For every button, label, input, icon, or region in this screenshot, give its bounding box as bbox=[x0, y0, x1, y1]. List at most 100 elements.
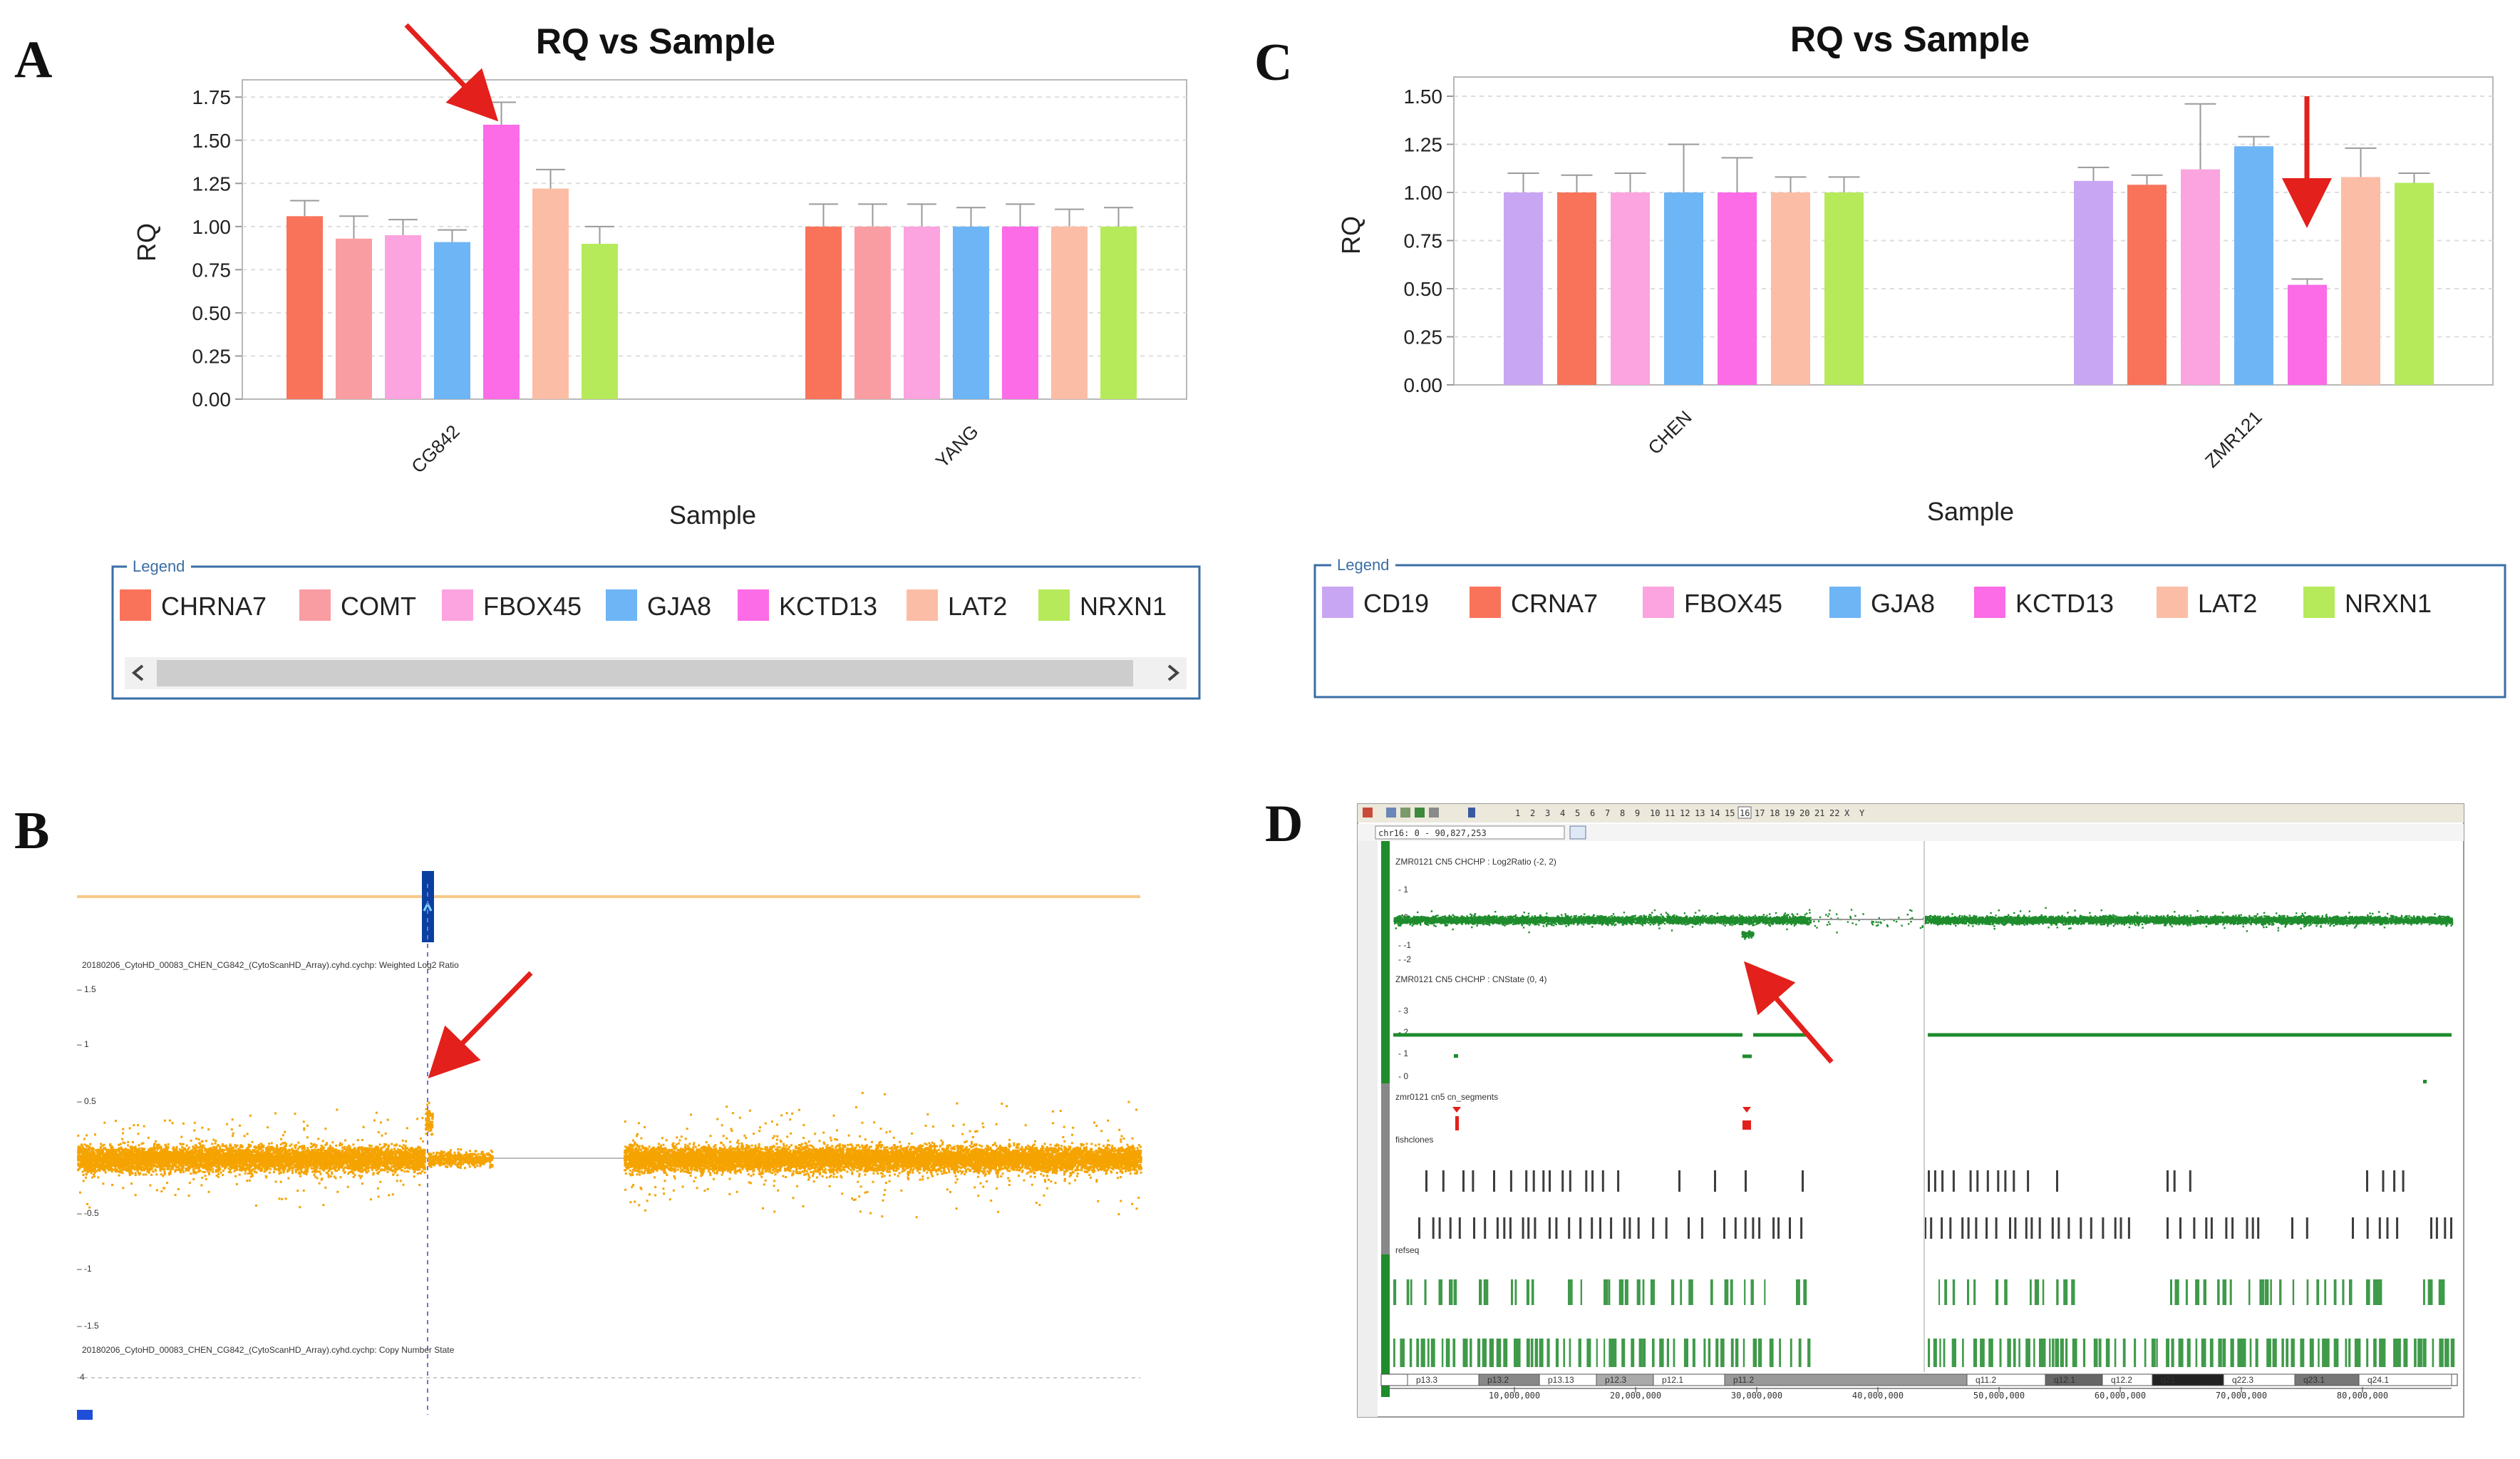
bar-kctd13-zmr121[interactable] bbox=[2288, 284, 2327, 385]
legend-label-cd19[interactable]: CD19 bbox=[1363, 589, 1429, 618]
bar-kctd13-chen[interactable] bbox=[1718, 192, 1757, 385]
bar-kctd13-cg842[interactable] bbox=[483, 124, 520, 399]
panel-d-chrom-Y[interactable]: Y bbox=[1859, 808, 1865, 818]
legend-swatch-nrxn1[interactable] bbox=[2303, 587, 2335, 618]
panel-d-tool-icon[interactable] bbox=[1363, 808, 1373, 818]
panel-b-cn-tick: 4 bbox=[80, 1372, 85, 1382]
legend-label-fbox45[interactable]: FBOX45 bbox=[1684, 589, 1782, 618]
panel-d-chrom-16[interactable]: 16 bbox=[1740, 808, 1750, 818]
legend-swatch-kctd13[interactable] bbox=[1974, 587, 2005, 618]
panel-d-chrom-8[interactable]: 8 bbox=[1620, 808, 1625, 818]
panel-a-scroll-right-icon[interactable] bbox=[1167, 664, 1180, 681]
legend-label-crna7[interactable]: CRNA7 bbox=[1511, 589, 1598, 618]
bar-lat2-chen[interactable] bbox=[1771, 192, 1810, 385]
bar-nrxn1-cg842[interactable] bbox=[582, 244, 618, 399]
panel-d-cn-dot bbox=[1454, 1054, 1458, 1058]
bar-crna7-chen[interactable] bbox=[1557, 192, 1596, 385]
category-label: YANG bbox=[931, 421, 983, 472]
legend-swatch-crna7[interactable] bbox=[1470, 587, 1501, 618]
legend-label-kctd13[interactable]: KCTD13 bbox=[779, 592, 877, 621]
bar-nrxn1-yang[interactable] bbox=[1100, 226, 1137, 399]
legend-label-gja8[interactable]: GJA8 bbox=[1871, 589, 1935, 618]
panel-d-chrom-7[interactable]: 7 bbox=[1605, 808, 1610, 818]
panel-d-track-icon[interactable] bbox=[1415, 808, 1425, 818]
panel-d-zoom-icon[interactable] bbox=[1386, 808, 1396, 818]
panel-d-chrom-3[interactable]: 3 bbox=[1545, 808, 1550, 818]
bar-fbox45-chen[interactable] bbox=[1611, 192, 1650, 385]
panel-d-back-icon[interactable] bbox=[1468, 808, 1475, 818]
panel-d-chrom-6[interactable]: 6 bbox=[1590, 808, 1595, 818]
panel-d-chrom-21[interactable]: 21 bbox=[1814, 808, 1824, 818]
bar-comt-yang[interactable] bbox=[854, 226, 891, 399]
legend-swatch-kctd13[interactable] bbox=[738, 589, 769, 621]
panel-d-segment-marker[interactable] bbox=[1452, 1107, 1461, 1113]
panel-d-chrom-22[interactable]: 22 bbox=[1829, 808, 1839, 818]
panel-d-refseq-label: refseq bbox=[1395, 1245, 1419, 1255]
panel-d-chrom-selected[interactable] bbox=[1737, 806, 1752, 819]
bar-cd19-zmr121[interactable] bbox=[2074, 180, 2113, 386]
bar-fbox45-yang[interactable] bbox=[904, 226, 940, 399]
bar-lat2-yang[interactable] bbox=[1051, 226, 1088, 399]
bar-gja8-cg842[interactable] bbox=[434, 242, 470, 399]
panel-d-chrom-9[interactable]: 9 bbox=[1635, 808, 1640, 818]
bar-crna7-zmr121[interactable] bbox=[2127, 185, 2167, 385]
bar-gja8-chen[interactable] bbox=[1664, 192, 1703, 385]
legend-label-comt[interactable]: COMT bbox=[341, 592, 416, 621]
panel-d-chrom-19[interactable]: 19 bbox=[1785, 808, 1795, 818]
panel-a-legend-items: CHRNA7 COMT FBOX45 GJA8 KCTD13 LAT2 NRXN1 bbox=[120, 589, 1167, 621]
bar-cd19-chen[interactable] bbox=[1504, 192, 1543, 385]
legend-label-fbox45[interactable]: FBOX45 bbox=[483, 592, 582, 621]
legend-swatch-lat2[interactable] bbox=[2157, 587, 2188, 618]
panel-a-legend-scrollbar-thumb[interactable] bbox=[157, 660, 1133, 686]
panel-d-chrom-11[interactable]: 11 bbox=[1665, 808, 1675, 818]
panel-b-chromosome-icon[interactable] bbox=[77, 1410, 93, 1420]
bar-nrxn1-chen[interactable] bbox=[1824, 192, 1864, 385]
panel-a-scroll-left-icon[interactable] bbox=[131, 664, 144, 681]
panel-d-chrom-4[interactable]: 4 bbox=[1560, 808, 1565, 818]
legend-label-gja8[interactable]: GJA8 bbox=[647, 592, 711, 621]
legend-swatch-nrxn1[interactable] bbox=[1038, 589, 1070, 621]
legend-swatch-lat2[interactable] bbox=[907, 589, 938, 621]
legend-label-nrxn1[interactable]: NRXN1 bbox=[2345, 589, 2432, 618]
legend-label-lat2[interactable]: LAT2 bbox=[2198, 589, 2257, 618]
panel-d-chrom-5[interactable]: 5 bbox=[1575, 808, 1580, 818]
bar-nrxn1-zmr121[interactable] bbox=[2395, 182, 2434, 386]
bar-fbox45-zmr121[interactable] bbox=[2181, 169, 2220, 385]
panel-d-chrom-17[interactable]: 17 bbox=[1755, 808, 1765, 818]
bar-gja8-zmr121[interactable] bbox=[2234, 146, 2273, 385]
legend-swatch-chrna7[interactable] bbox=[120, 589, 151, 621]
bar-fbox45-cg842[interactable] bbox=[385, 234, 421, 399]
bar-comt-cg842[interactable] bbox=[336, 238, 372, 399]
panel-d-chrom-12[interactable]: 12 bbox=[1680, 808, 1690, 818]
panel-d-chrom-20[interactable]: 20 bbox=[1799, 808, 1809, 818]
panel-d-segment-marker[interactable] bbox=[1742, 1107, 1751, 1113]
legend-swatch-fbox45[interactable] bbox=[442, 589, 473, 621]
panel-d-chrom-13[interactable]: 13 bbox=[1695, 808, 1705, 818]
legend-swatch-gja8[interactable] bbox=[606, 589, 637, 621]
bar-gja8-yang[interactable] bbox=[953, 226, 989, 399]
panel-d-chrom-2[interactable]: 2 bbox=[1530, 808, 1535, 818]
bar-chrna7-cg842[interactable] bbox=[286, 216, 323, 399]
bar-lat2-zmr121[interactable] bbox=[2341, 177, 2380, 385]
legend-label-chrna7[interactable]: CHRNA7 bbox=[161, 592, 267, 621]
legend-label-kctd13[interactable]: KCTD13 bbox=[2015, 589, 2114, 618]
legend-swatch-fbox45[interactable] bbox=[1643, 587, 1674, 618]
panel-d-go-button[interactable] bbox=[1569, 825, 1586, 840]
panel-d-chrom-18[interactable]: 18 bbox=[1770, 808, 1780, 818]
bar-lat2-cg842[interactable] bbox=[532, 188, 569, 399]
panel-d-chrom-14[interactable]: 14 bbox=[1710, 808, 1720, 818]
panel-d-chrom-X[interactable]: X bbox=[1844, 808, 1850, 818]
panel-d-view-icon[interactable] bbox=[1400, 808, 1410, 818]
legend-swatch-comt[interactable] bbox=[299, 589, 331, 621]
bar-chrna7-yang[interactable] bbox=[805, 226, 842, 399]
panel-d-chrom-1[interactable]: 1 bbox=[1515, 808, 1520, 818]
panel-d-settings-icon[interactable] bbox=[1429, 808, 1439, 818]
panel-d-chrom-15[interactable]: 15 bbox=[1725, 808, 1735, 818]
legend-label-nrxn1[interactable]: NRXN1 bbox=[1080, 592, 1167, 621]
bar-kctd13-yang[interactable] bbox=[1002, 226, 1038, 399]
legend-swatch-gja8[interactable] bbox=[1829, 587, 1861, 618]
legend-swatch-cd19[interactable] bbox=[1322, 587, 1353, 618]
panel-d-location-input[interactable] bbox=[1375, 825, 1565, 840]
panel-d-chrom-10[interactable]: 10 bbox=[1650, 808, 1660, 818]
legend-label-lat2[interactable]: LAT2 bbox=[948, 592, 1007, 621]
